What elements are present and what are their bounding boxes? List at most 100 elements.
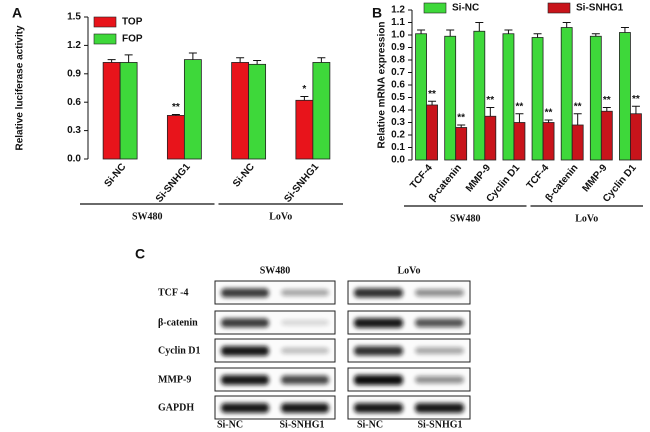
blot-frame	[347, 367, 471, 392]
annotation: **	[457, 113, 465, 124]
band	[281, 289, 329, 297]
bar	[531, 37, 544, 161]
annotation: **	[603, 95, 611, 106]
band	[221, 288, 269, 298]
band	[221, 318, 269, 328]
panel-label: B	[372, 5, 382, 21]
row-label: MMP-9	[158, 374, 191, 385]
bar	[312, 62, 331, 160]
y-tick-label: 1.2	[67, 40, 81, 51]
y-tick-label: 0.3	[67, 125, 81, 136]
group-label: SW480	[132, 211, 163, 222]
blot-frame	[347, 310, 471, 335]
bar	[455, 127, 468, 161]
bar	[295, 99, 314, 160]
x-tick-label: TCF-4	[408, 162, 435, 191]
y-tick-label: 1.1	[391, 17, 405, 28]
error-bar	[486, 107, 495, 117]
lane-label: Si-NC	[217, 419, 243, 430]
band	[354, 346, 403, 356]
annotation: **	[172, 102, 180, 113]
error-bar	[107, 59, 116, 63]
row-label: β-catenin	[158, 317, 198, 328]
annotation: **	[428, 89, 436, 100]
blot-frame	[214, 338, 336, 363]
error-bar	[602, 107, 611, 112]
error-bar	[620, 27, 629, 33]
band	[415, 403, 464, 413]
band	[354, 375, 403, 385]
legend-label: Si-NC	[452, 3, 479, 14]
band	[415, 376, 464, 384]
band	[354, 318, 403, 328]
blot-frame	[347, 280, 471, 305]
panel-label: C	[135, 246, 145, 262]
band	[354, 288, 403, 298]
legend-label: FOP	[122, 34, 143, 45]
y-tick-label: 1.5	[67, 12, 81, 23]
annotation: *	[302, 84, 306, 95]
row-label: Cyclin D1	[158, 345, 201, 356]
bar	[444, 35, 457, 161]
legend-label: TOP	[122, 17, 143, 28]
error-bar	[317, 57, 326, 63]
y-tick-label: 0.0	[67, 154, 81, 165]
blot-frame	[214, 367, 336, 392]
band	[354, 403, 403, 413]
legend-swatch	[93, 33, 117, 45]
bar	[119, 62, 138, 160]
annotation: **	[486, 95, 494, 106]
y-tick-label: 0.8	[391, 55, 405, 66]
legend-label: Si-SNHG1	[576, 3, 624, 14]
bar	[166, 115, 185, 160]
y-tick-label: 0.3	[391, 117, 405, 128]
annotation: **	[574, 101, 582, 112]
error-bar	[417, 29, 426, 34]
y-tick-label: 0.6	[391, 80, 405, 91]
legend-swatch	[423, 2, 447, 14]
y-tick-label: 0.9	[67, 68, 81, 79]
bar	[560, 27, 573, 161]
band	[281, 347, 329, 354]
blot-frame	[214, 280, 336, 305]
x-tick-label: MMP-9	[464, 162, 493, 194]
annotation: **	[632, 94, 640, 105]
band	[281, 403, 329, 413]
y-axis-label: Relative luciferase activity	[15, 25, 26, 151]
x-tick-label: MMP-9	[580, 162, 609, 194]
blot-frame	[214, 395, 336, 420]
group-label: SW480	[450, 213, 481, 224]
panel-label: A	[12, 5, 22, 21]
group-label: LoVo	[575, 213, 598, 224]
error-bar	[504, 29, 513, 34]
error-bar	[188, 52, 197, 60]
bar	[426, 104, 438, 161]
error-bar	[253, 60, 262, 65]
band	[415, 347, 464, 355]
y-tick-label: 0.6	[67, 97, 81, 108]
bar	[484, 115, 497, 161]
y-tick-label: 0.5	[391, 92, 405, 103]
western-blot: SW480 LoVo TCF -4 β-catenin Cyclin D1 MMP-9 GA…	[158, 265, 471, 430]
bar	[600, 110, 613, 161]
bar	[473, 30, 486, 161]
y-tick-label: 1.2	[391, 5, 405, 16]
column-label: SW480	[260, 265, 291, 276]
bar	[415, 33, 427, 161]
bar	[231, 62, 250, 160]
band	[415, 289, 464, 297]
error-bar	[591, 33, 600, 37]
bar	[102, 62, 121, 160]
y-tick-label: 0.1	[391, 142, 405, 153]
y-tick-label: 1.0	[391, 30, 405, 41]
group-label: LoVo	[269, 211, 292, 222]
bar	[589, 35, 602, 161]
bar	[513, 122, 526, 161]
error-bar	[475, 22, 484, 32]
error-bar	[533, 33, 542, 38]
column-label: LoVo	[398, 265, 421, 276]
x-tick-label: Si-SNHG1	[154, 161, 193, 205]
error-bar	[171, 114, 180, 116]
legend-swatch	[93, 16, 117, 28]
error-bar	[300, 96, 309, 101]
